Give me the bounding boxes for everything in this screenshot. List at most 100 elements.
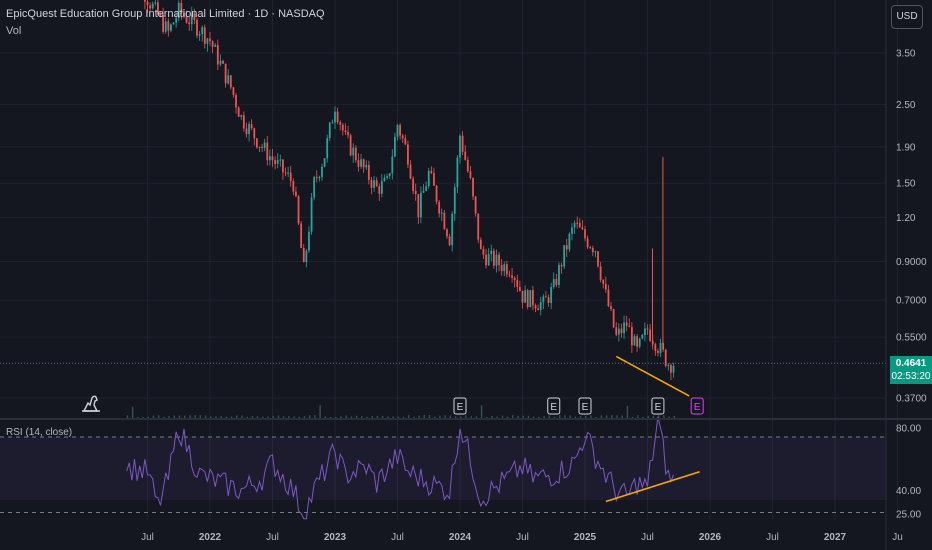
candle-body [276,160,279,164]
candle-body [282,159,284,173]
candle-body [177,2,180,19]
candle-body [547,297,550,303]
symbol-title[interactable]: EpicQuest Education Group International … [6,8,325,20]
candle-body [430,170,433,174]
volume-bar [381,415,384,418]
volume-bar [178,415,181,418]
time-tick-label: Ju [892,532,903,543]
candle-body [670,365,672,373]
candle-body [667,365,670,367]
candle-body [211,41,214,47]
candle-body [448,236,451,246]
candle-body [654,344,657,351]
candle-body [227,75,230,84]
candle-body [487,253,490,266]
candle-body [472,178,474,197]
time-tick-label: 2024 [449,532,472,543]
earnings-marker-label: E [694,402,701,413]
candle-body [565,245,568,250]
candle-body [516,280,519,288]
volume-bar [491,415,493,418]
upcoming-earnings-marker [690,397,704,415]
volume-bar [543,416,545,418]
candle-body [469,171,472,179]
rsi-axis[interactable]: 80.00 40.00 25.00 [896,424,921,521]
candle-body [453,187,456,214]
candle-body [203,27,206,44]
price-trendline [615,355,690,397]
volume-bar [501,415,504,418]
volume-bar [371,416,373,418]
candle-body [331,122,334,124]
volume-bar [345,415,347,418]
earnings-marker [547,397,561,415]
candle-body [524,290,527,303]
candle-body [245,128,248,135]
price-series [143,0,675,381]
volume-bar [168,416,170,418]
candle-body [242,115,245,129]
volume-bar [147,416,149,418]
candle-body [328,122,331,139]
candle-body [378,186,381,194]
candle-body [521,290,524,303]
candle-body [391,156,394,174]
volume-bar [454,416,457,418]
candle-body [641,334,644,339]
price-tick-label: 0.7000 [896,296,927,307]
candle-body [636,336,638,347]
price-tick-label: 2.50 [896,100,916,111]
candle-body [235,95,237,108]
volume-bar [199,415,202,418]
time-tick-label: Jul [266,532,279,543]
candle-body [274,160,277,164]
candle-body [649,329,652,341]
candle-body [571,227,573,234]
price-axis[interactable]: 3.50 2.50 1.90 1.50 1.20 0.9000 0.7000 0.5500 0.… [896,49,927,405]
candle-body [550,287,553,303]
candle-body [446,229,448,237]
price-tick-label: 3.50 [896,49,916,60]
time-tick-label: 2025 [574,532,597,543]
candle-body [599,266,602,280]
candle-body [498,254,500,266]
candle-body [248,124,250,135]
candle-body [149,5,152,9]
candle-body [305,250,308,263]
candle-body [183,13,185,17]
candle-body [563,245,566,267]
candle-body [159,14,162,16]
volume-bar [131,406,134,418]
candle-body [492,250,495,266]
volume-bar [512,415,514,418]
earnings-marker [578,397,592,415]
volume-bar [558,415,561,418]
time-axis[interactable]: Jul 2022 Jul 2023 Jul 2024 Jul 2025 Jul 2026 Jul 20… [141,532,903,543]
candle-body [386,176,388,178]
tradingview-logo-icon[interactable] [80,392,102,414]
volume-label[interactable]: Vol [6,25,22,37]
candle-body [474,196,477,214]
volume-bar [225,416,228,418]
candle-body [258,146,261,148]
time-tick-label: 2026 [699,532,722,543]
rsi-indicator-label[interactable]: RSI (14, close) [6,427,73,438]
candle-body [271,156,274,161]
candle-body [167,21,170,31]
volume-bar [496,416,498,418]
candle-body [628,325,631,328]
volume-bar [272,415,274,418]
candle-body [511,275,513,278]
rsi-tick-label: 25.00 [896,510,921,521]
candle-body [240,115,243,117]
candle-body [367,164,370,181]
volume-bars [126,405,676,418]
candle-body [464,151,467,160]
candle-body [461,135,464,152]
currency-button[interactable]: USD [891,5,923,29]
volume-bar [142,416,144,418]
candle-body [664,349,667,366]
candle-body [560,264,563,267]
